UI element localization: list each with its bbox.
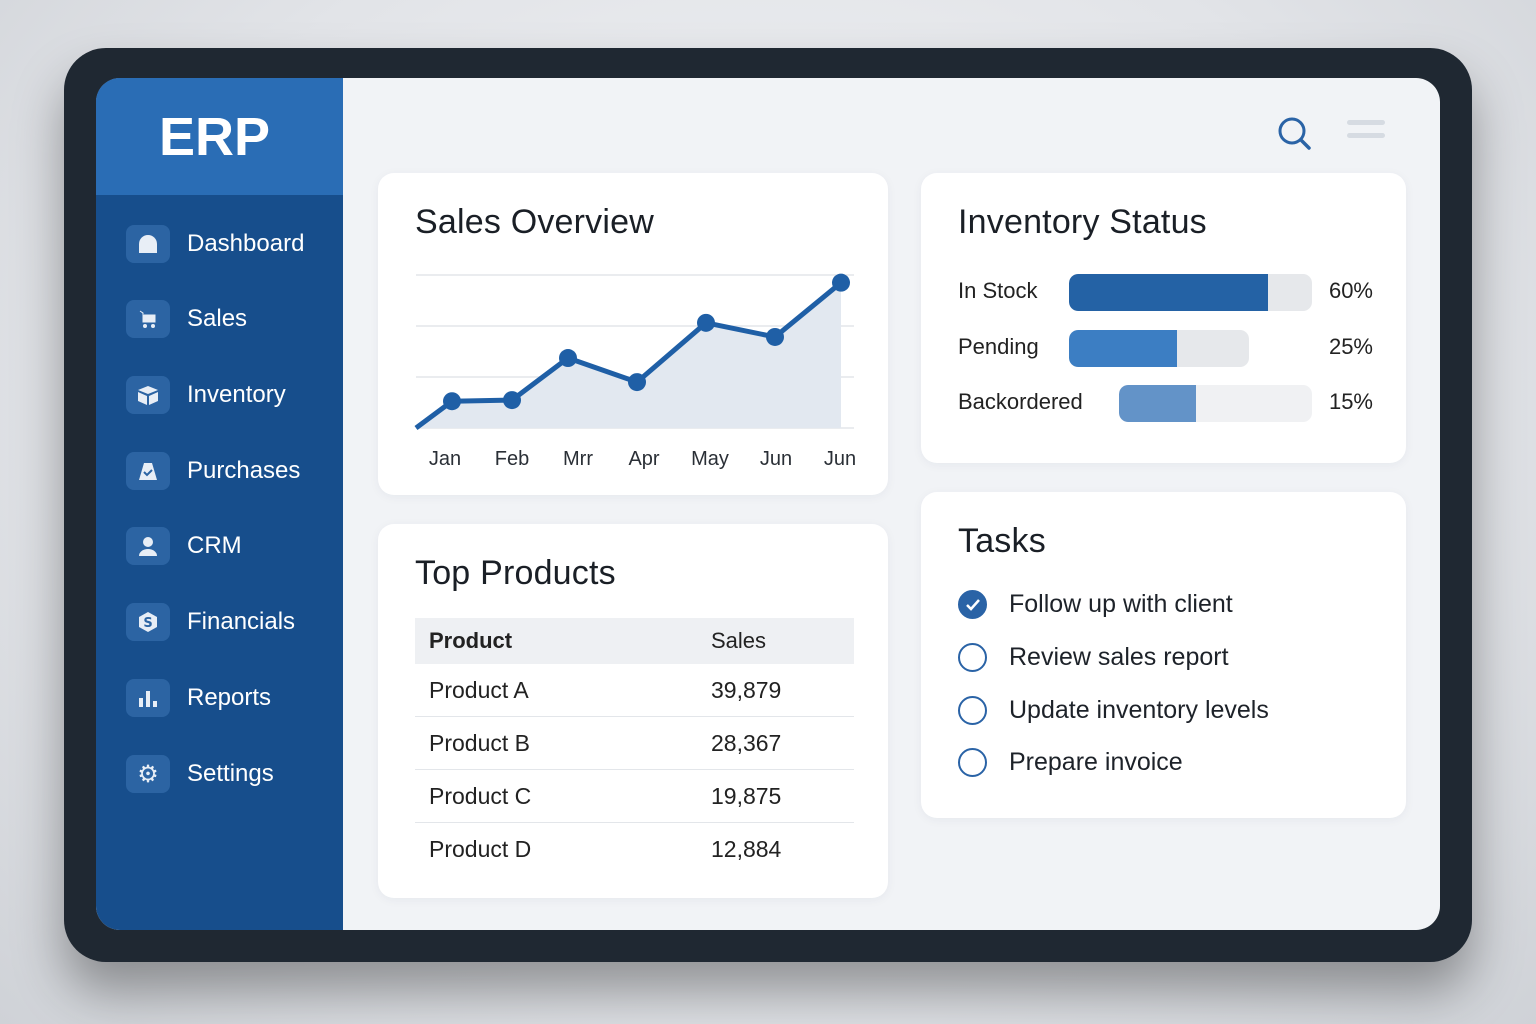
progress-fill [1119,385,1197,422]
x-tick-label: Mrr [563,448,593,470]
x-tick-label: Apr [628,448,659,470]
inventory-label: Backordered [958,389,1083,414]
app-window: ERP Dashboard Sales Inventory Purchases … [96,78,1440,930]
task-item[interactable]: Follow up with client [958,590,1233,619]
sidebar-item-crm[interactable]: CRM [126,527,242,565]
top-products-table: Product Sales Product A 39,879 Product B 28… [415,618,854,876]
progress-bar [1069,274,1312,311]
x-tick-label: Jun [824,448,856,470]
task-label: Prepare invoice [1009,748,1183,776]
x-tick-label: Jan [429,448,461,470]
inventory-percent: 60% [1328,278,1373,303]
unchecked-checkbox-icon[interactable] [958,748,987,777]
sidebar-item-label: Sales [187,305,248,332]
table-row: Product C 19,875 [415,770,854,823]
card-title: Top Products [415,554,616,592]
svg-text:S: S [143,616,152,631]
task-item[interactable]: Update inventory levels [958,696,1269,725]
product-sales: 39,879 [711,676,782,703]
sidebar-item-financials[interactable]: S Financials [126,603,295,641]
dashboard-icon [126,225,170,263]
table-row: Product B 28,367 [415,717,854,770]
inventory-percent: 15% [1328,389,1373,414]
area-fill [416,282,841,428]
box-icon [126,376,170,414]
search-icon[interactable] [1277,116,1311,150]
data-point [766,327,784,346]
menu-icon[interactable] [1347,120,1385,144]
sidebar-item-reports[interactable]: Reports [126,679,271,717]
task-label: Review sales report [1009,643,1229,671]
product-name: Product D [429,836,532,862]
progress-fill [1069,274,1269,311]
column-header-product: Product [429,628,513,653]
top-products-card: Top Products Product Sales Product A 39,87… [378,524,888,898]
inventory-row-pending: Pending 25% [958,330,1373,367]
user-icon [126,527,170,565]
sidebar-item-label: Financials [187,608,296,635]
product-sales: 19,875 [711,782,782,809]
product-sales: 28,367 [711,729,782,756]
task-label: Follow up with client [1009,590,1233,618]
inventory-row-in-stock: In Stock 60% [958,274,1373,311]
card-title: Inventory Status [958,203,1207,241]
app-logo: ERP [96,78,343,195]
bag-icon [126,452,170,490]
progress-fill [1069,330,1177,367]
table-row: Product A 39,879 [415,664,854,717]
card-title: Sales Overview [415,203,654,241]
inventory-percent: 25% [1328,334,1373,359]
x-tick-label: Jun [760,448,792,470]
sidebar-item-settings[interactable]: ⚙ Settings [126,755,274,793]
sidebar-item-label: Dashboard [187,230,305,257]
task-label: Update inventory levels [1009,696,1269,724]
table-header: Product Sales [415,618,854,664]
checked-checkbox-icon[interactable] [958,590,987,619]
data-point [559,349,577,368]
data-point [832,273,850,292]
inventory-label: Pending [958,334,1039,359]
unchecked-checkbox-icon[interactable] [958,643,987,672]
table-row: Product D 12,884 [415,823,854,876]
product-sales: 12,884 [711,836,782,862]
unchecked-checkbox-icon[interactable] [958,696,987,725]
sidebar-item-label: Settings [187,760,274,787]
column-header-sales: Sales [711,628,767,653]
sidebar: ERP Dashboard Sales Inventory Purchases … [96,78,343,930]
inventory-label: In Stock [958,278,1038,303]
sidebar-item-sales[interactable]: Sales [126,300,247,338]
progress-bar [1069,330,1249,367]
data-point [697,313,715,332]
product-name: Product B [429,729,530,756]
inventory-row-backordered: Backordered 15% [958,385,1373,422]
tasks-card: Tasks Follow up with client Review sales… [921,492,1406,818]
bar-chart-icon [126,679,170,717]
sidebar-item-label: CRM [187,532,242,559]
data-point [628,373,646,392]
gear-icon: ⚙ [126,755,170,793]
data-point [503,391,521,410]
product-name: Product C [429,782,532,809]
progress-bar [1119,385,1312,422]
sales-line-chart: Jan Feb Mrr Apr May Jun Jun [414,273,856,470]
sidebar-item-purchases[interactable]: Purchases [126,452,300,490]
series-line [414,280,843,431]
task-item[interactable]: Review sales report [958,643,1229,672]
dollar-icon: S [126,603,170,641]
sidebar-item-dashboard[interactable]: Dashboard [126,225,304,263]
sales-overview-card: Sales Overview Jan Feb Mrr Apr May Jun Jun [378,173,888,495]
inventory-status-card: Inventory Status In Stock 60% Pending 25% … [921,173,1406,463]
data-point [443,392,461,411]
x-tick-label: May [691,448,729,470]
product-name: Product A [429,676,529,703]
x-tick-label: Feb [495,448,529,470]
sidebar-item-label: Inventory [187,381,286,408]
task-item[interactable]: Prepare invoice [958,748,1183,777]
main-content: Sales Overview Jan Feb Mrr Apr May Jun Jun Top… [343,78,1440,930]
sidebar-item-label: Reports [187,684,272,711]
sidebar-item-label: Purchases [187,457,301,484]
card-title: Tasks [958,522,1046,560]
sidebar-item-inventory[interactable]: Inventory [126,376,286,414]
cart-icon [126,300,170,338]
